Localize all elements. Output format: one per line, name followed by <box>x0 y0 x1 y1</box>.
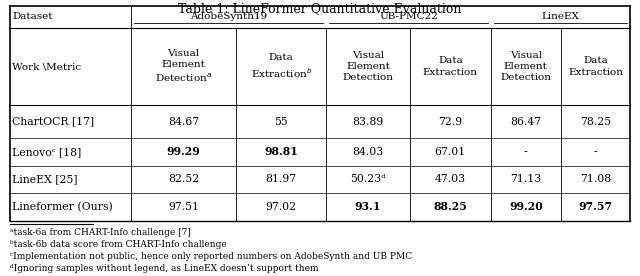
Text: 72.9: 72.9 <box>438 117 463 127</box>
Text: 99.29: 99.29 <box>166 146 200 157</box>
Text: Data
Extraction$^b$: Data Extraction$^b$ <box>250 53 312 80</box>
Text: Table 1: LineFormer Quantitative Evaluation: Table 1: LineFormer Quantitative Evaluat… <box>179 2 461 15</box>
Text: 47.03: 47.03 <box>435 174 466 184</box>
Text: 84.67: 84.67 <box>168 117 199 127</box>
Text: 81.97: 81.97 <box>266 174 297 184</box>
Text: Work \Metric: Work \Metric <box>12 62 81 71</box>
Text: 93.1: 93.1 <box>355 201 381 213</box>
Text: ᵇtask-6b data score from CHART-Info challenge: ᵇtask-6b data score from CHART-Info chal… <box>10 240 227 249</box>
Text: Data
Extraction: Data Extraction <box>423 57 478 76</box>
Text: AdobeSynth19: AdobeSynth19 <box>190 12 267 21</box>
Text: ᵃtask-6a from CHART-Info challenge [7]: ᵃtask-6a from CHART-Info challenge [7] <box>10 228 191 237</box>
Text: 97.02: 97.02 <box>266 202 297 212</box>
Text: 97.57: 97.57 <box>579 201 612 213</box>
Text: 99.20: 99.20 <box>509 201 543 213</box>
Text: 71.08: 71.08 <box>580 174 611 184</box>
Text: Data
Extraction: Data Extraction <box>568 57 623 76</box>
Text: 82.52: 82.52 <box>168 174 199 184</box>
Text: Visual
Element
Detection$^a$: Visual Element Detection$^a$ <box>155 49 212 84</box>
Text: LineEX: LineEX <box>541 12 579 21</box>
Text: Lenovoᶜ [18]: Lenovoᶜ [18] <box>12 147 81 157</box>
Text: LineEX [25]: LineEX [25] <box>12 174 77 184</box>
Text: 55: 55 <box>275 117 288 127</box>
Text: 67.01: 67.01 <box>435 147 466 157</box>
Text: 71.13: 71.13 <box>510 174 541 184</box>
Text: ᵈIgnoring samples without legend, as LineEX doesn’t support them: ᵈIgnoring samples without legend, as Lin… <box>10 264 318 273</box>
Text: 98.81: 98.81 <box>264 146 298 157</box>
Text: Visual
Element
Detection: Visual Element Detection <box>342 51 394 82</box>
Text: 78.25: 78.25 <box>580 117 611 127</box>
Text: 86.47: 86.47 <box>510 117 541 127</box>
Text: Dataset: Dataset <box>12 12 52 21</box>
Text: ChartOCR [17]: ChartOCR [17] <box>12 117 94 127</box>
Text: Visual
Element
Detection: Visual Element Detection <box>500 51 551 82</box>
Text: -: - <box>594 147 598 157</box>
Text: Lineformer (Ours): Lineformer (Ours) <box>12 202 113 212</box>
Text: UB-PMC22: UB-PMC22 <box>379 12 438 21</box>
Text: 97.51: 97.51 <box>168 202 199 212</box>
Text: 83.89: 83.89 <box>353 117 384 127</box>
Text: 50.23ᵈ: 50.23ᵈ <box>350 174 386 184</box>
Text: ᶜImplementation not public, hence only reported numbers on AdobeSynth and UB PMC: ᶜImplementation not public, hence only r… <box>10 252 412 261</box>
Text: 88.25: 88.25 <box>433 201 467 213</box>
Text: -: - <box>524 147 527 157</box>
Text: 84.03: 84.03 <box>353 147 384 157</box>
